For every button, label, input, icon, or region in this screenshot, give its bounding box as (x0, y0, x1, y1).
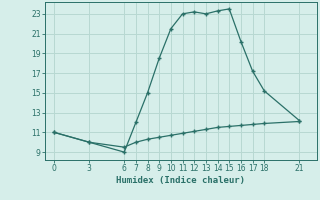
X-axis label: Humidex (Indice chaleur): Humidex (Indice chaleur) (116, 176, 245, 185)
